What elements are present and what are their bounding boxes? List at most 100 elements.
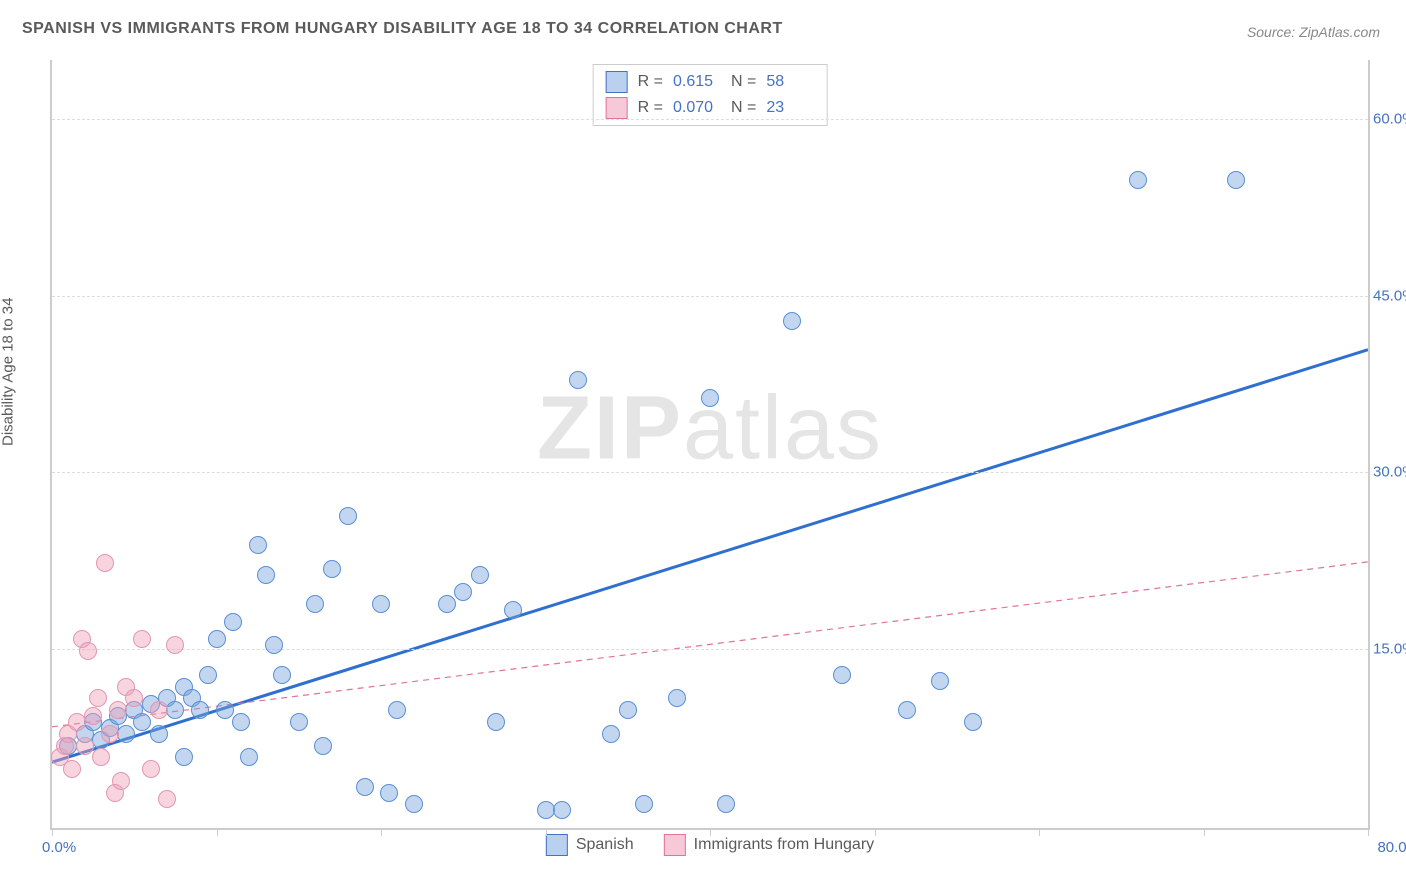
r-label: R =: [638, 99, 663, 117]
x-axis-min-label: 0.0%: [42, 839, 76, 856]
data-point: [92, 748, 110, 766]
data-point: [504, 601, 522, 619]
data-point: [89, 689, 107, 707]
n-label: N =: [731, 99, 756, 117]
n-value: 23: [766, 99, 814, 117]
data-point: [438, 595, 456, 613]
r-value: 0.070: [673, 99, 721, 117]
trend-lines-layer: [52, 60, 1368, 828]
data-point: [553, 801, 571, 819]
data-point: [833, 666, 851, 684]
plot-area: ZIPatlas R =0.615N =58R =0.070N =23 Span…: [50, 60, 1370, 830]
data-point: [471, 566, 489, 584]
stat-legend: R = 0.615 N = 58 R = 0.070 N = 23: [593, 64, 828, 126]
data-point: [166, 701, 184, 719]
trend-line: [52, 562, 1368, 727]
x-tick: [710, 828, 711, 836]
data-point: [635, 795, 653, 813]
data-point: [783, 312, 801, 330]
data-point: [701, 389, 719, 407]
x-tick: [52, 828, 53, 836]
data-point: [208, 630, 226, 648]
data-point: [668, 689, 686, 707]
data-point: [314, 737, 332, 755]
data-point: [117, 725, 135, 743]
data-point: [101, 725, 119, 743]
series-legend-item: Spanish: [546, 834, 634, 856]
data-point: [191, 701, 209, 719]
data-point: [232, 713, 250, 731]
data-point: [290, 713, 308, 731]
x-axis-max-label: 80.0%: [1377, 839, 1406, 856]
legend-swatch: [664, 834, 686, 856]
n-label: N =: [731, 73, 756, 91]
data-point: [306, 595, 324, 613]
data-point: [339, 507, 357, 525]
y-tick-label: 60.0%: [1373, 110, 1406, 127]
data-point: [166, 636, 184, 654]
series-legend-label: Spanish: [576, 836, 634, 854]
data-point: [109, 701, 127, 719]
data-point: [717, 795, 735, 813]
y-tick-label: 45.0%: [1373, 287, 1406, 304]
data-point: [602, 725, 620, 743]
data-point: [619, 701, 637, 719]
data-point: [372, 595, 390, 613]
data-point: [356, 778, 374, 796]
trend-line: [52, 350, 1368, 762]
x-tick: [1368, 828, 1369, 836]
x-tick: [1204, 828, 1205, 836]
data-point: [175, 748, 193, 766]
data-point: [216, 701, 234, 719]
data-point: [1227, 171, 1245, 189]
watermark-bold: ZIP: [537, 378, 683, 478]
gridline: [52, 296, 1368, 297]
gridline: [52, 649, 1368, 650]
data-point: [1129, 171, 1147, 189]
series-legend: Spanish Immigrants from Hungary: [546, 834, 874, 856]
data-point: [133, 630, 151, 648]
data-point: [257, 566, 275, 584]
y-tick-label: 15.0%: [1373, 641, 1406, 658]
data-point: [150, 725, 168, 743]
data-point: [133, 713, 151, 731]
series-legend-label: Immigrants from Hungary: [694, 836, 875, 854]
stat-legend-row: R = 0.070 N = 23: [606, 95, 815, 121]
data-point: [224, 613, 242, 631]
x-tick: [217, 828, 218, 836]
data-point: [199, 666, 217, 684]
data-point: [63, 760, 81, 778]
source-label: Source: ZipAtlas.com: [1247, 24, 1380, 40]
data-point: [454, 583, 472, 601]
data-point: [158, 790, 176, 808]
data-point: [125, 689, 143, 707]
data-point: [273, 666, 291, 684]
legend-swatch: [546, 834, 568, 856]
legend-swatch: [606, 97, 628, 119]
n-value: 58: [766, 73, 814, 91]
data-point: [569, 371, 587, 389]
data-point: [487, 713, 505, 731]
data-point: [84, 707, 102, 725]
y-tick-label: 30.0%: [1373, 464, 1406, 481]
gridline: [52, 472, 1368, 473]
data-point: [898, 701, 916, 719]
r-value: 0.615: [673, 73, 721, 91]
data-point: [142, 760, 160, 778]
y-axis-label: Disability Age 18 to 34: [0, 298, 17, 446]
r-label: R =: [638, 73, 663, 91]
data-point: [380, 784, 398, 802]
data-point: [68, 713, 86, 731]
x-tick: [381, 828, 382, 836]
data-point: [931, 672, 949, 690]
data-point: [964, 713, 982, 731]
data-point: [249, 536, 267, 554]
data-point: [150, 701, 168, 719]
data-point: [388, 701, 406, 719]
x-tick: [875, 828, 876, 836]
data-point: [96, 554, 114, 572]
x-tick: [546, 828, 547, 836]
data-point: [76, 737, 94, 755]
data-point: [405, 795, 423, 813]
data-point: [79, 642, 97, 660]
